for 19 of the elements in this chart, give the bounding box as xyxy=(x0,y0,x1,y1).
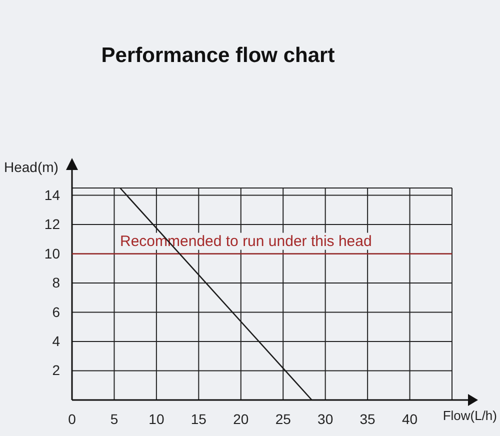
x-tick-label: 40 xyxy=(402,410,418,427)
y-tick-label: 10 xyxy=(44,245,60,262)
x-tick-label: 35 xyxy=(360,410,376,427)
y-axis-title: Head(m) xyxy=(4,159,58,175)
x-tick-label: 0 xyxy=(68,410,76,427)
x-tick-label: 5 xyxy=(110,410,118,427)
x-tick-label: 10 xyxy=(148,410,164,427)
x-tick-label: 15 xyxy=(190,410,207,427)
chart-title: Performance flow chart xyxy=(101,44,335,67)
y-tick-label: 6 xyxy=(52,304,60,320)
y-tick-label: 2 xyxy=(52,362,60,378)
y-tick-label: 8 xyxy=(52,274,60,291)
x-tick-label: 25 xyxy=(275,410,292,427)
x-axis-title: Flow(L/h) xyxy=(442,408,497,423)
y-tick-label: 4 xyxy=(52,332,60,349)
y-tick-label: 12 xyxy=(44,216,60,232)
x-tick-label: 20 xyxy=(233,410,249,427)
y-tick-label: 14 xyxy=(44,186,60,203)
x-tick-label: 30 xyxy=(318,410,334,427)
